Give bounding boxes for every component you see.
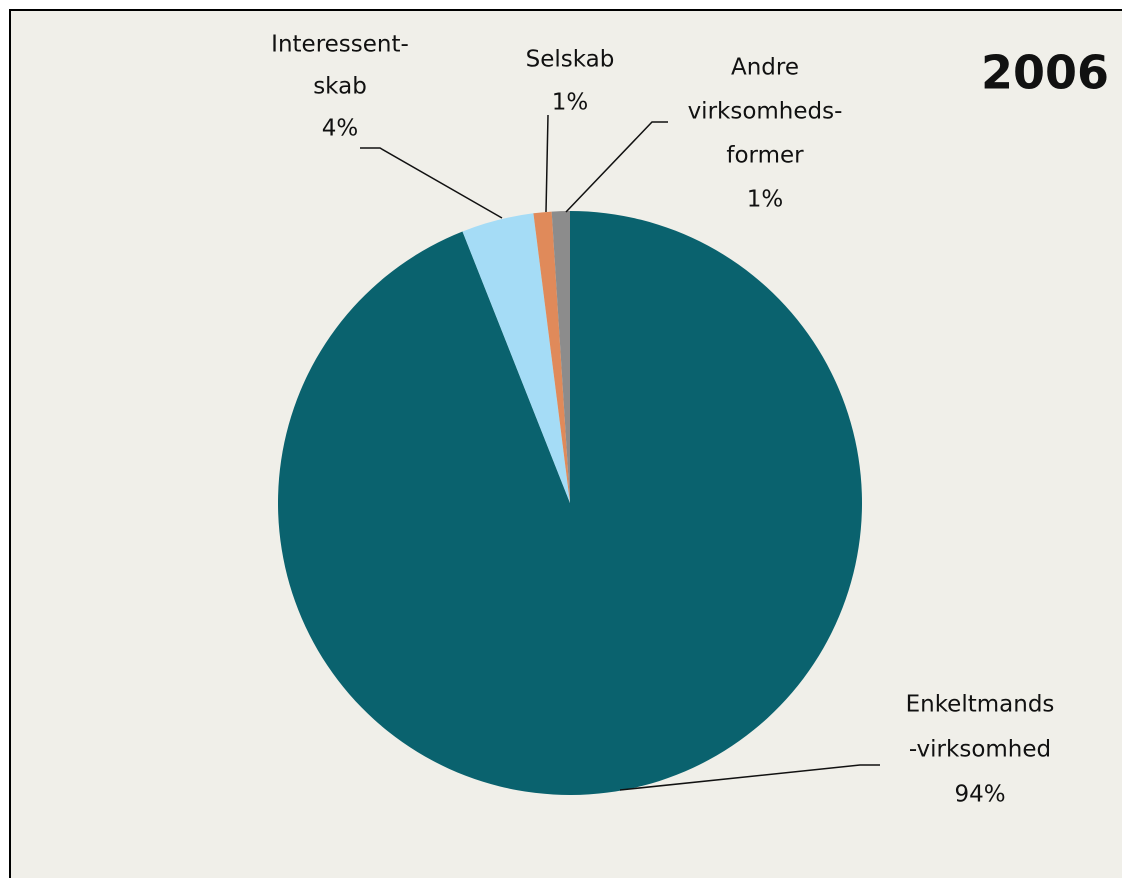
slice-label: skab bbox=[313, 74, 367, 100]
slice-label: Selskab bbox=[526, 47, 615, 73]
slice-label: Andre bbox=[731, 55, 799, 81]
slice-label: Interessent- bbox=[271, 32, 409, 58]
pie-slice bbox=[533, 211, 570, 503]
leader-line bbox=[619, 764, 880, 791]
leader-line bbox=[565, 121, 668, 213]
slice-label: -virksomhed bbox=[909, 737, 1051, 763]
leader-line bbox=[545, 114, 549, 213]
pie-slice bbox=[551, 211, 570, 503]
slice-value-label: 94% bbox=[954, 782, 1005, 808]
pie-slice bbox=[462, 213, 570, 504]
slice-value-label: 4% bbox=[322, 116, 359, 142]
slice-value-label: 1% bbox=[747, 187, 784, 213]
slice-label: former bbox=[726, 143, 804, 169]
slice-label: Enkeltmands bbox=[906, 692, 1055, 718]
slice-label: virksomheds- bbox=[688, 99, 843, 125]
leader-line bbox=[360, 147, 503, 219]
pie-slice bbox=[277, 211, 862, 796]
chart-title: 2006 bbox=[981, 46, 1109, 100]
slice-value-label: 1% bbox=[552, 90, 589, 116]
